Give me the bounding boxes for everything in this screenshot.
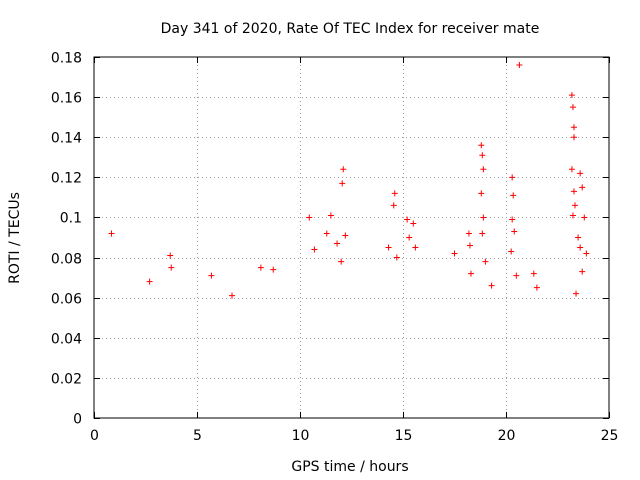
data-point — [530, 270, 537, 277]
y-tick-label: 0.18 — [51, 51, 82, 67]
chart-title: Day 341 of 2020, Rate Of TEC Index for r… — [161, 21, 540, 37]
y-tick-label: 0.08 — [51, 252, 82, 268]
data-point — [334, 240, 341, 247]
data-point — [257, 264, 264, 271]
data-point — [323, 230, 330, 237]
data-point — [167, 252, 174, 259]
data-point — [393, 254, 400, 261]
data-point — [338, 258, 345, 265]
data-point — [478, 142, 485, 149]
data-point — [339, 180, 346, 187]
data-point — [570, 124, 577, 131]
data-point — [533, 284, 540, 291]
data-point — [572, 202, 579, 209]
data-point — [168, 264, 175, 271]
data-point — [404, 216, 411, 223]
data-point — [482, 258, 489, 265]
grid — [94, 57, 609, 418]
data-point — [327, 212, 334, 219]
x-tick-label: 10 — [292, 428, 310, 444]
data-point — [479, 230, 486, 237]
x-tick-label: 25 — [601, 428, 619, 444]
data-point — [570, 134, 577, 141]
data-point — [406, 234, 413, 241]
axes: 0 5 10 15 20 25 0 0.02 0.04 0.06 0.08 0.1 0.12 0.14 0.… — [51, 51, 619, 445]
data-point — [510, 192, 517, 199]
data-point — [480, 166, 487, 173]
data-point — [573, 290, 580, 297]
data-point — [270, 266, 277, 273]
data-point — [311, 246, 318, 253]
y-tick-label: 0.1 — [60, 211, 82, 227]
data-point — [480, 214, 487, 221]
data-point — [391, 190, 398, 197]
data-point — [466, 242, 473, 249]
data-point — [229, 292, 236, 299]
data-point — [511, 228, 518, 235]
data-point — [465, 230, 472, 237]
data-point — [581, 214, 588, 221]
plot-frame — [93, 56, 610, 419]
data-point — [342, 232, 349, 239]
data-point — [412, 244, 419, 251]
data-point — [577, 170, 584, 177]
data-point — [478, 190, 485, 197]
data-point — [410, 220, 417, 227]
data-point — [516, 62, 523, 69]
x-tick-label: 15 — [395, 428, 413, 444]
data-point — [479, 152, 486, 159]
data-point — [579, 184, 586, 191]
data-point — [108, 230, 115, 237]
y-tick-label: 0.16 — [51, 91, 82, 107]
data-point — [385, 244, 392, 251]
data-point — [577, 244, 584, 251]
data-point — [390, 202, 397, 209]
data-point — [569, 104, 576, 111]
data-point — [570, 188, 577, 195]
y-axis-label: ROTI / TECUs — [7, 192, 23, 284]
data-point — [467, 270, 474, 277]
y-tick-label: 0.06 — [51, 292, 82, 308]
data-point — [579, 268, 586, 275]
x-tick-label: 5 — [193, 428, 202, 444]
x-axis-label: GPS time / hours — [291, 459, 408, 475]
y-tick-label: 0 — [73, 412, 82, 428]
data-point — [568, 166, 575, 173]
data-point — [509, 174, 516, 181]
data-points — [108, 62, 590, 299]
data-point — [568, 92, 575, 99]
data-point — [508, 248, 515, 255]
y-tick-label: 0.14 — [51, 131, 82, 147]
x-tick-label: 0 — [90, 428, 99, 444]
data-point — [306, 214, 313, 221]
data-point — [513, 272, 520, 279]
y-tick-label: 0.04 — [51, 332, 82, 348]
data-point — [569, 212, 576, 219]
data-point — [208, 272, 215, 279]
data-point — [509, 216, 516, 223]
data-point — [575, 234, 582, 241]
data-point — [146, 278, 153, 285]
y-tick-label: 0.12 — [51, 171, 82, 187]
data-point — [488, 282, 495, 289]
x-tick-label: 20 — [498, 428, 516, 444]
y-tick-label: 0.02 — [51, 372, 82, 388]
data-point — [451, 250, 458, 257]
data-point — [583, 250, 590, 257]
data-point — [340, 166, 347, 173]
